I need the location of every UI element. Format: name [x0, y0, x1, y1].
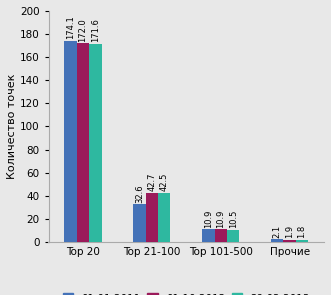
Text: 10.5: 10.5 — [229, 210, 238, 228]
Bar — [146, 193, 158, 242]
Text: 172.0: 172.0 — [78, 18, 87, 42]
Text: 32.6: 32.6 — [135, 184, 144, 203]
Bar — [158, 193, 170, 242]
Text: 10.9: 10.9 — [204, 209, 213, 227]
Text: 174.1: 174.1 — [66, 15, 75, 39]
Bar — [77, 43, 89, 242]
Bar — [133, 204, 146, 242]
Text: 1.9: 1.9 — [285, 225, 294, 238]
Text: 2.1: 2.1 — [273, 224, 282, 238]
Bar — [271, 240, 283, 242]
Text: 42.5: 42.5 — [160, 173, 169, 191]
Text: 1.8: 1.8 — [298, 225, 307, 238]
Legend: 01.01.2011, 01.10.2012, 29.02.2013: 01.01.2011, 01.10.2012, 29.02.2013 — [63, 293, 310, 295]
Bar — [283, 240, 296, 242]
Text: 10.9: 10.9 — [216, 209, 225, 227]
Bar — [227, 230, 239, 242]
Bar — [296, 240, 308, 242]
Bar — [64, 41, 77, 242]
Text: 171.6: 171.6 — [91, 18, 100, 42]
Bar — [202, 229, 214, 242]
Text: 42.7: 42.7 — [147, 172, 156, 191]
Y-axis label: Количество точек: Количество точек — [7, 74, 17, 179]
Bar — [214, 229, 227, 242]
Bar — [89, 44, 102, 242]
